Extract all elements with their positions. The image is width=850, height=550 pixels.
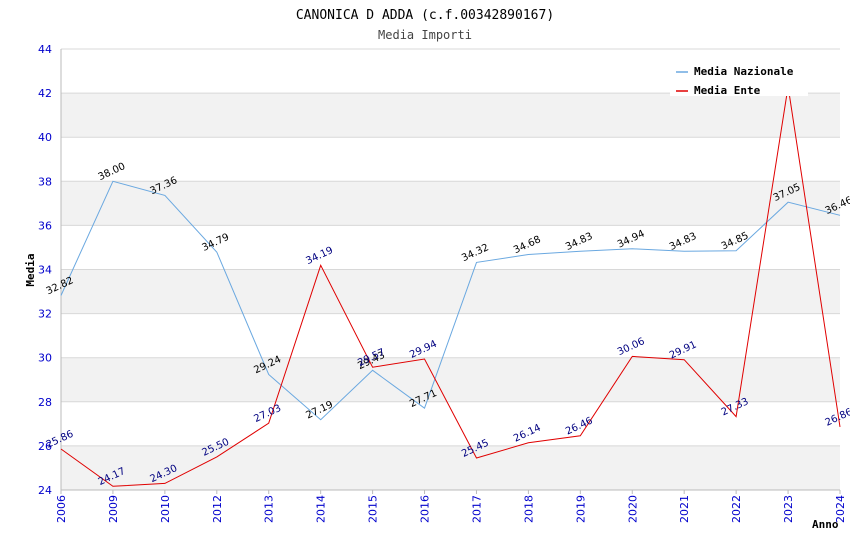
x-tick-label: 2022	[730, 495, 743, 523]
y-axis-label: Media	[24, 253, 37, 286]
x-tick-label: 2021	[678, 495, 691, 523]
y-tick-label: 28	[38, 396, 52, 409]
x-tick-label: 2012	[211, 495, 224, 523]
x-tick-label: 2018	[522, 495, 535, 523]
x-tick-label: 2016	[419, 495, 432, 523]
grid-band	[61, 93, 840, 138]
x-tick-label: 2015	[367, 495, 380, 523]
legend: Media Nazionale Media Ente	[670, 60, 808, 97]
y-tick-label: 32	[38, 308, 52, 321]
x-tick-label: 2024	[834, 495, 847, 523]
y-tick-label: 40	[38, 131, 52, 144]
y-tick-label: 44	[38, 43, 52, 56]
legend-label: Media Nazionale	[694, 65, 794, 78]
x-axis-label: Anno	[812, 518, 839, 531]
y-tick-labels: 24 26 28 30 32 34 36 38 40 42 44	[38, 43, 52, 497]
x-tick-label: 2006	[55, 495, 68, 523]
y-tick-label: 24	[38, 484, 52, 497]
legend-label: Media Ente	[694, 84, 761, 97]
y-tick-label: 42	[38, 87, 52, 100]
x-tick-label: 2023	[782, 495, 795, 523]
series-lines	[60, 86, 841, 487]
y-tick-label: 30	[38, 352, 52, 365]
grid-lines	[60, 48, 840, 491]
y-tick-label: 34	[38, 264, 52, 277]
legend-box	[670, 60, 808, 96]
x-tick-label: 2017	[470, 495, 483, 523]
grid-band	[61, 269, 840, 314]
grid-band	[61, 445, 840, 490]
x-tick-label: 2013	[263, 495, 276, 523]
y-tick-label: 38	[38, 175, 52, 188]
x-tick-label: 2020	[626, 495, 639, 523]
x-tick-label: 2014	[315, 495, 328, 523]
grid-band	[61, 181, 840, 226]
grid-band	[61, 357, 840, 402]
y-tick-label: 36	[38, 219, 52, 232]
chart-title: CANONICA D ADDA (c.f.00342890167)	[296, 8, 554, 23]
chart-subtitle: Media Importi	[378, 28, 472, 42]
series-line-media-nazionale	[60, 180, 841, 421]
x-tick-label: 2010	[159, 495, 172, 523]
x-tick-labels: 2006 2009 2010 2012 2013 2014 2015 2016 2017 2018…	[55, 490, 847, 523]
x-tick-label: 2019	[574, 495, 587, 523]
series-line-media-ente	[60, 86, 841, 487]
y-tick-label: 26	[38, 440, 52, 453]
x-tick-label: 2009	[107, 495, 120, 523]
